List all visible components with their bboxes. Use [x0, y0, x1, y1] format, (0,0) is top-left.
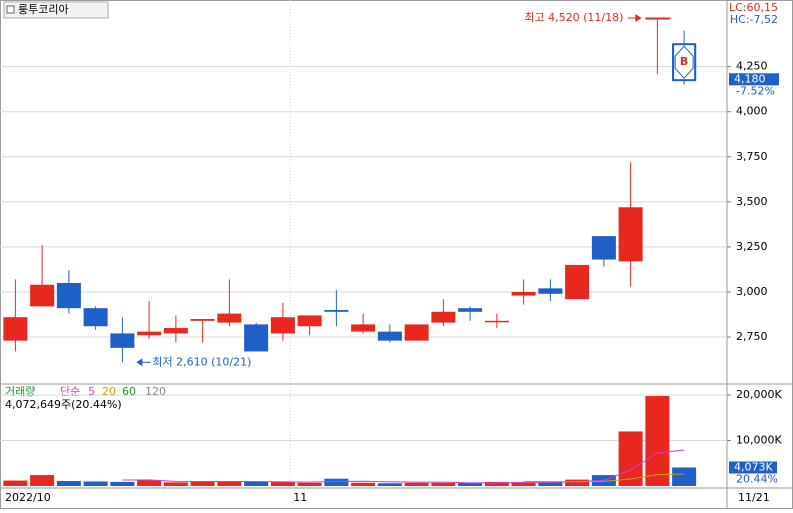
volume-bar [297, 482, 322, 486]
volume-bar [672, 467, 697, 486]
volume-tag [729, 461, 777, 474]
signal-marker: B [680, 55, 688, 68]
title-box [3, 1, 109, 19]
arrow-head [136, 358, 143, 367]
candle-body [83, 308, 108, 327]
volume-bar [3, 480, 28, 486]
volume-bar [217, 481, 242, 486]
price-tag [729, 73, 779, 86]
volume-bar [511, 481, 536, 486]
ma-title: 단순 [60, 385, 80, 398]
candle-body [137, 331, 162, 336]
volume-bar [645, 396, 670, 486]
volume-bar [618, 431, 643, 486]
volume-bar [30, 475, 55, 486]
candle-body [297, 315, 322, 327]
x-tick-label: 11 [293, 491, 307, 504]
last-volume: 4,073K [734, 460, 773, 473]
stock-name: 룽투코리아 [18, 3, 69, 16]
y-tick-label: 3,000 [736, 285, 768, 298]
y-tick-label: 2,750 [736, 330, 768, 343]
candle-body [110, 333, 135, 348]
ma-legend: 5 [88, 385, 95, 398]
candle-body [377, 331, 402, 341]
volume-bar [244, 481, 269, 486]
volume-bar [458, 482, 483, 486]
candle-body [351, 324, 376, 332]
candle-body [244, 324, 269, 352]
signal-shape [674, 45, 694, 79]
candle-body [270, 317, 295, 334]
y-tick-label: 20,000K [736, 388, 782, 401]
candle-body [484, 320, 509, 323]
candle-body [190, 319, 215, 321]
volume-bar [137, 480, 162, 486]
candle-body [458, 308, 483, 312]
candle-body [217, 313, 242, 323]
volume-title: 거래량 [5, 385, 35, 398]
candle-body [431, 311, 456, 323]
ma-legend: 20 [102, 385, 116, 398]
y-tick-label: 4,250 [736, 60, 768, 73]
last-price: 4,180 [734, 72, 766, 85]
candle-body [324, 310, 349, 312]
volume-bar [110, 481, 135, 486]
hc-label: HC:-7,52 [730, 13, 778, 26]
candle-body [538, 288, 563, 294]
y-tick-label: 10,000K [736, 434, 782, 447]
last-ratio: 20.44% [736, 472, 778, 485]
y-tick-label: 4,000 [736, 105, 768, 118]
volume-bar [377, 483, 402, 486]
candle-body [30, 284, 55, 307]
volume-info: 4,072,649주(20.44%) [5, 398, 122, 411]
candle-body [591, 236, 616, 260]
volume-bar [351, 482, 376, 486]
ma-legend: 60 [122, 385, 136, 398]
volume-bar [270, 481, 295, 486]
candle-body [511, 291, 536, 296]
y-tick-label: 3,500 [736, 195, 768, 208]
volume-bar [163, 482, 188, 486]
x-tick-label: 11/21 [738, 491, 770, 504]
candle-body [565, 264, 590, 300]
volume-bar [431, 482, 456, 486]
candle-body [645, 18, 670, 20]
volume-bar [404, 482, 429, 486]
volume-bar [565, 479, 590, 486]
icon [6, 5, 15, 14]
volume-bar [484, 481, 509, 486]
ma-line [523, 473, 685, 483]
volume-bar [83, 481, 108, 486]
arrow-head [635, 14, 642, 23]
candle-body [3, 317, 28, 341]
candle-body [618, 207, 643, 262]
ma-legend: 120 [145, 385, 166, 398]
volume-bar [56, 481, 81, 486]
volume-bar [538, 482, 563, 486]
candle-body [163, 328, 188, 334]
last-change: -7.52% [736, 84, 775, 97]
volume-bar [190, 481, 215, 486]
candle-body [404, 324, 429, 341]
candle-body [56, 282, 81, 309]
y-tick-label: 3,750 [736, 150, 768, 163]
x-tick-label: 2022/10 [5, 491, 51, 504]
high-annotation: 최고 4,520 (11/18) [524, 11, 623, 24]
volume-bar [324, 478, 349, 486]
y-tick-label: 3,250 [736, 240, 768, 253]
low-annotation: 최저 2,610 (10/21) [152, 355, 251, 368]
lc-label: LC:60,15 [729, 1, 778, 14]
